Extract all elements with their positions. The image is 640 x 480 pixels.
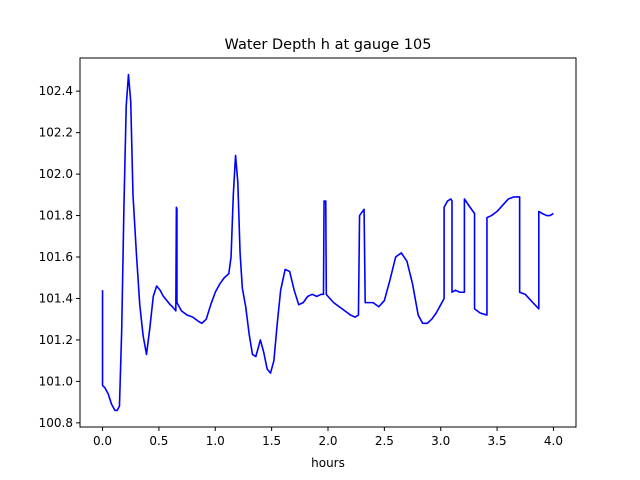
x-axis-label: hours: [311, 456, 345, 470]
x-tick-label: 2.5: [375, 434, 394, 448]
series-line-1: [101, 73, 554, 412]
y-tick-label: 101.8: [39, 209, 73, 223]
series-layer: [101, 73, 554, 412]
x-tick-label: 0.0: [93, 434, 112, 448]
y-tick-label: 101.2: [39, 333, 73, 347]
x-tick-label: 1.5: [262, 434, 281, 448]
x-tick-label: 0.5: [149, 434, 168, 448]
y-tick-label: 101.6: [39, 250, 73, 264]
x-tick-label: 3.5: [488, 434, 507, 448]
y-tick-label: 102.0: [39, 167, 73, 181]
y-tick-label: 101.4: [39, 291, 73, 305]
y-tick-label: 100.8: [39, 416, 73, 430]
x-axis-ticks: 0.0 0.5 1.0 1.5 2.0 2.5 3.0 3.5 4.0: [93, 427, 563, 448]
y-tick-label: 101.0: [39, 374, 73, 388]
x-tick-label: 3.0: [431, 434, 450, 448]
y-axis-ticks: 100.8 101.0 101.2 101.4 101.6 101.8 102.0 102.2…: [39, 84, 80, 430]
y-tick-label: 102.2: [39, 126, 73, 140]
x-tick-label: 4.0: [544, 434, 563, 448]
x-tick-label: 1.0: [206, 434, 225, 448]
x-tick-label: 2.0: [318, 434, 337, 448]
plot-frame: [79, 57, 577, 428]
chart-title: Water Depth h at gauge 105: [225, 37, 432, 53]
y-tick-label: 102.4: [39, 84, 73, 98]
